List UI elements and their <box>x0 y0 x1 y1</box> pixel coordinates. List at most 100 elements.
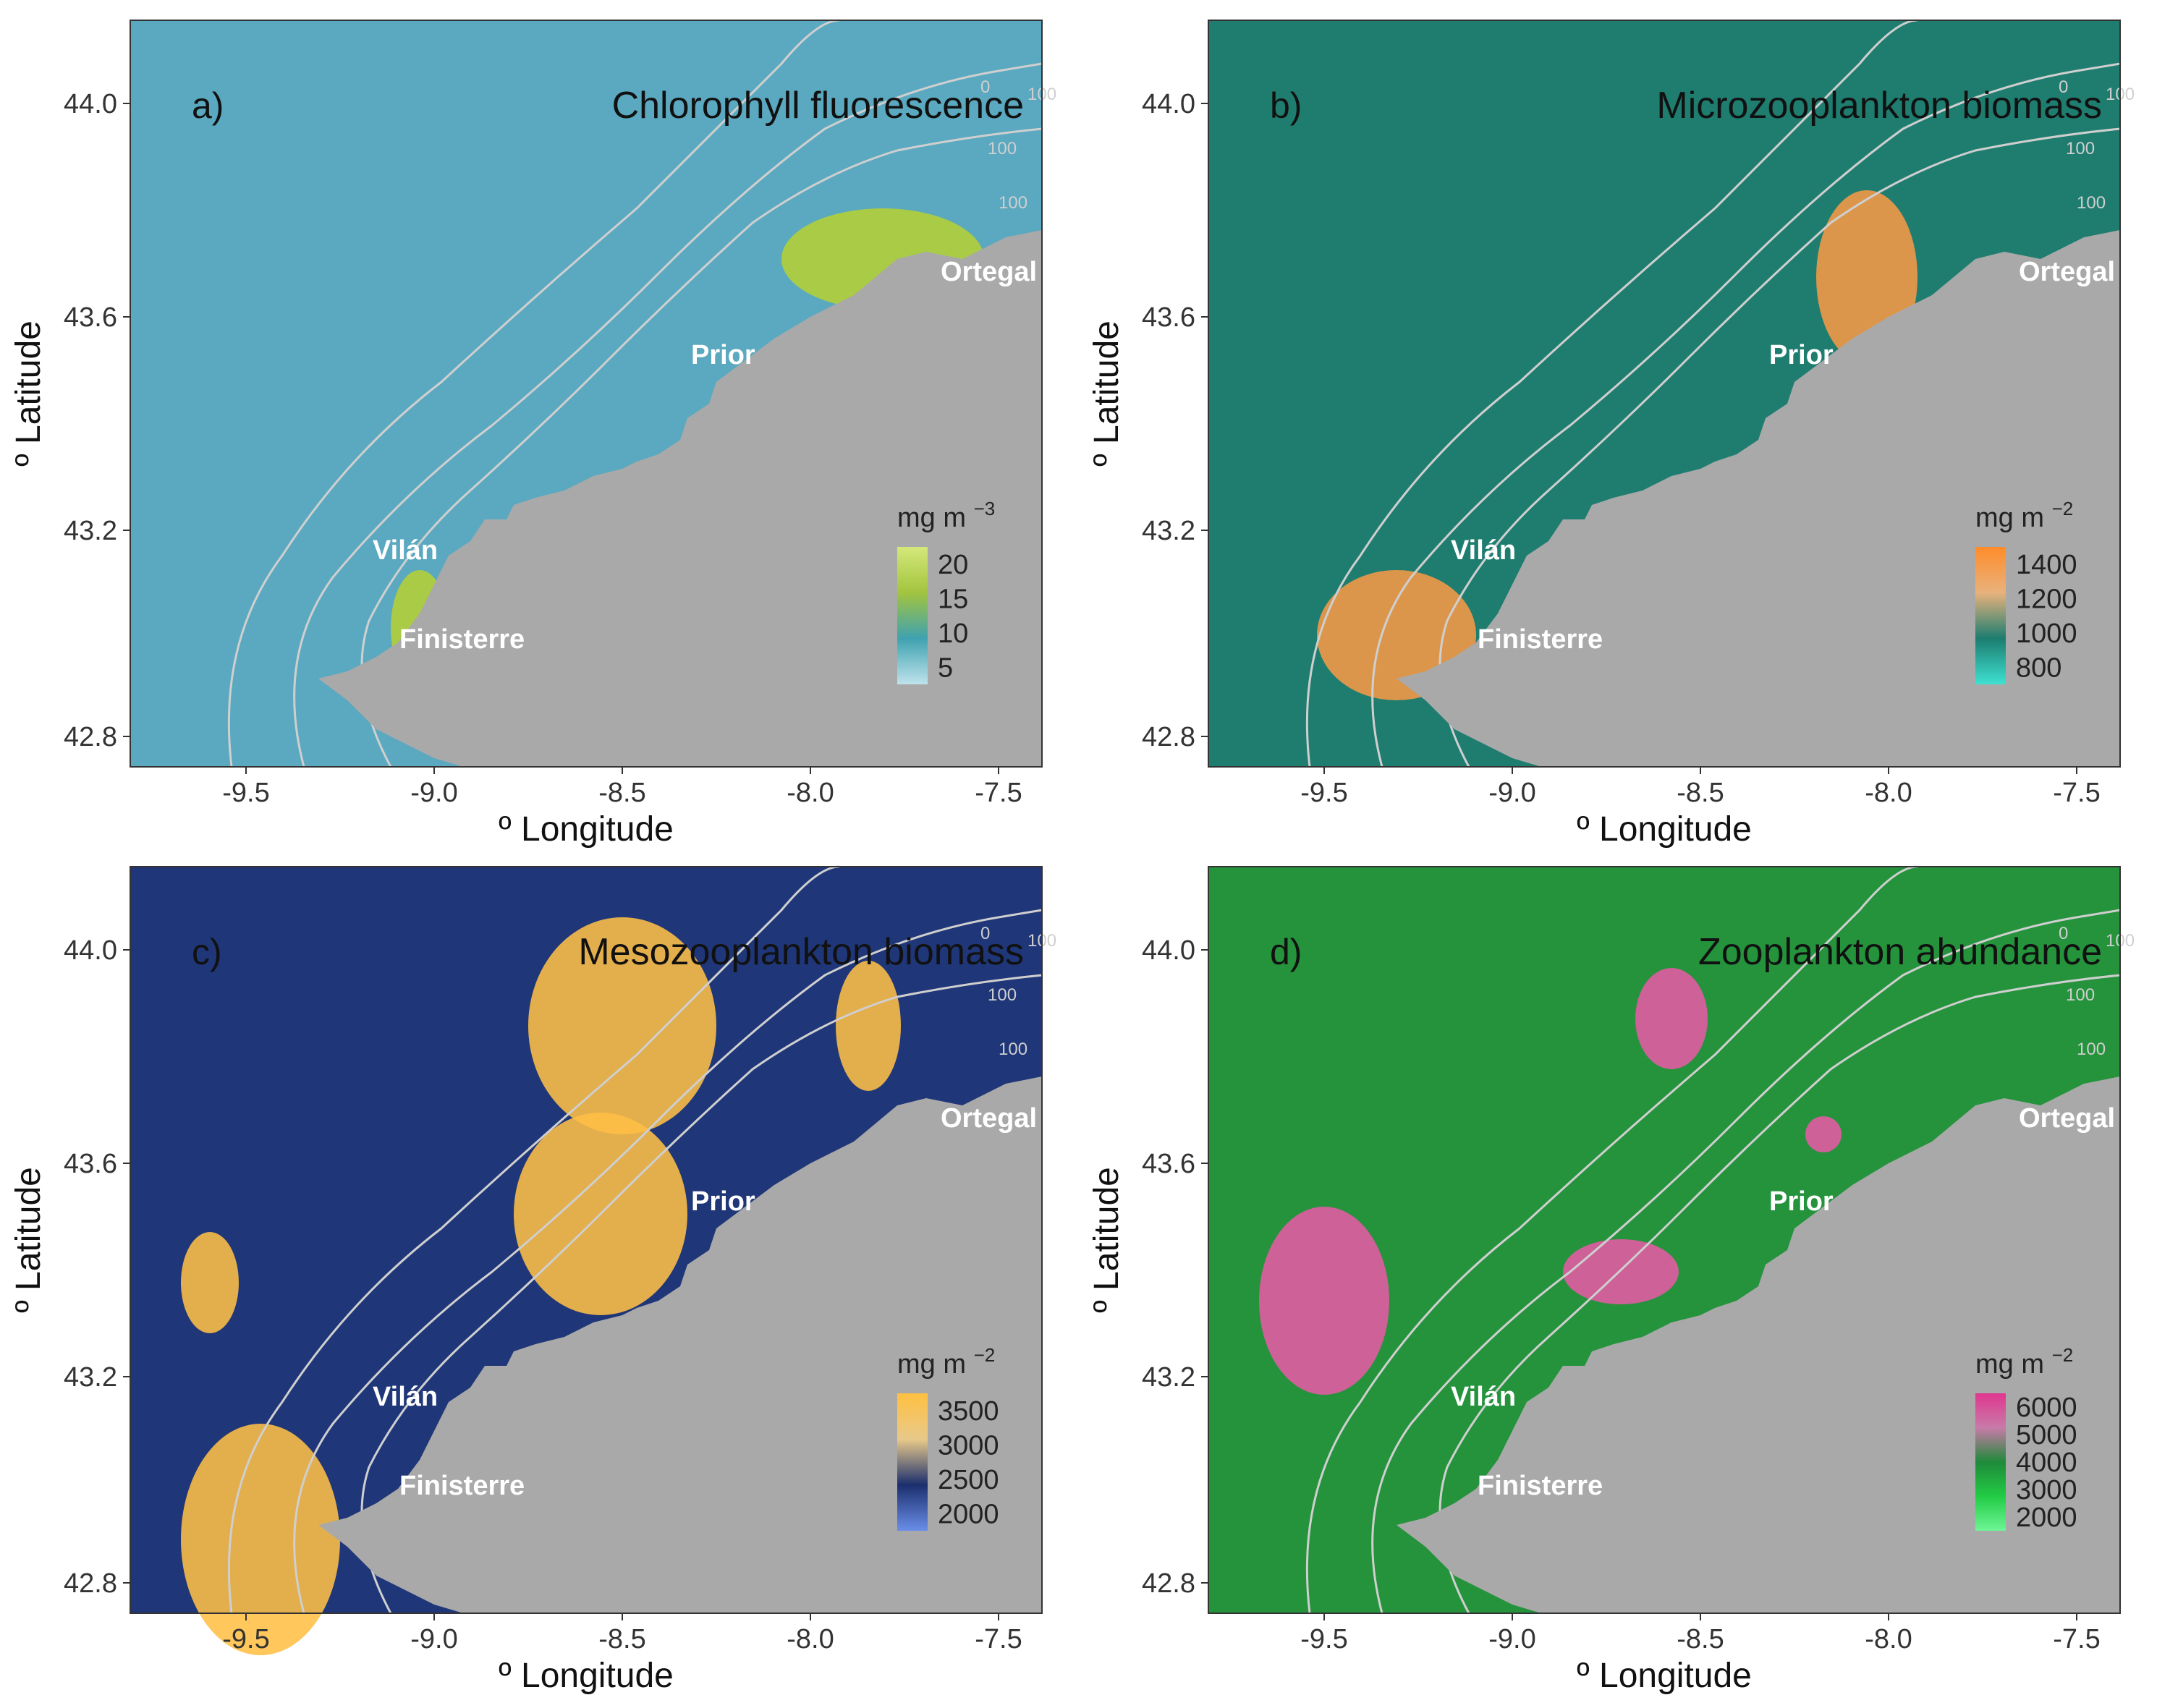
hotspot <box>1635 968 1708 1069</box>
y-axis-label: º Latitude <box>9 320 48 467</box>
place-label: Prior <box>691 1186 755 1217</box>
isobath-line <box>360 127 1043 768</box>
legend-title-exponent: −3 <box>974 498 996 519</box>
y-tick-label: 43.6 <box>1142 1149 1195 1179</box>
panel-title: Chlorophyll fluorescence <box>612 85 1024 127</box>
x-tick-label: -7.5 <box>2053 778 2100 808</box>
place-label: Vilán <box>1451 535 1516 566</box>
y-tick-label: 43.2 <box>64 516 117 546</box>
y-tick-label: 43.2 <box>1142 1362 1195 1393</box>
legend-colorbar <box>897 1393 928 1531</box>
plot-border <box>130 20 1043 768</box>
land-area <box>318 230 1042 767</box>
legend-tick: 2500 <box>938 1465 999 1495</box>
panel-title: Microzooplankton biomass <box>1656 85 2102 127</box>
legend-title-exponent: −2 <box>2052 498 2074 519</box>
place-label: Prior <box>1769 1186 1834 1217</box>
legend-tick: 800 <box>2016 653 2061 683</box>
place-label: Finisterre <box>399 624 525 655</box>
isobath-line <box>1305 865 1918 1614</box>
hotspot <box>181 1232 239 1333</box>
legend-tick: 3500 <box>938 1396 999 1427</box>
x-axis-label: º Longitude <box>1577 1657 1752 1695</box>
panel-title: Mesozooplankton biomass <box>578 931 1024 973</box>
isobath-label: 100 <box>988 139 1017 158</box>
isobath-label: 100 <box>2077 1040 2106 1059</box>
isobath-label: 0 <box>2059 77 2068 97</box>
isobath-label: 100 <box>999 1040 1027 1059</box>
isobath-line <box>1305 19 1918 768</box>
hotspot <box>1563 1239 1679 1304</box>
isobath-line <box>1438 974 2121 1614</box>
place-label: Vilán <box>1451 1382 1516 1412</box>
y-tick-label: 43.2 <box>64 1362 117 1393</box>
y-tick-label: 44.0 <box>64 935 117 966</box>
isobath-label: 0 <box>980 77 990 97</box>
y-tick-label: 43.6 <box>64 302 117 333</box>
place-label: Ortegal <box>2019 1103 2115 1134</box>
legend-tick: 6000 <box>2016 1393 2077 1423</box>
y-axis-label: º Latitude <box>1088 1167 1126 1313</box>
hotspot <box>181 1424 340 1655</box>
x-tick-label: -7.5 <box>975 778 1022 808</box>
legend-tick: 10 <box>938 619 968 649</box>
place-label: Vilán <box>373 535 438 566</box>
x-tick-label: -9.0 <box>410 1624 457 1654</box>
hotspot <box>528 917 716 1134</box>
legend-colorbar <box>1975 1393 2006 1531</box>
x-tick-label: -8.0 <box>1865 778 1912 808</box>
isobath-label: 100 <box>2066 985 2095 1005</box>
x-tick-label: -8.0 <box>787 778 834 808</box>
legend-title-exponent: −2 <box>974 1344 996 1366</box>
panel-tag: d) <box>1270 932 1302 972</box>
x-axis-label: º Longitude <box>1577 810 1752 849</box>
y-tick-label: 44.0 <box>1142 935 1195 966</box>
isobath-line <box>360 974 1043 1614</box>
y-axis-label: º Latitude <box>1088 320 1126 467</box>
y-axis-label: º Latitude <box>9 1167 48 1313</box>
x-tick-label: -9.5 <box>1300 1624 1347 1654</box>
x-tick-label: -8.5 <box>1677 1624 1724 1654</box>
legend-colorbar <box>1975 547 2006 684</box>
plot-border <box>1208 20 2121 768</box>
isobath-label: 100 <box>2077 193 2106 213</box>
isobath-label: 100 <box>999 193 1027 213</box>
y-tick-label: 42.8 <box>64 722 117 752</box>
legend-tick: 1000 <box>2016 619 2077 649</box>
panel-tag: b) <box>1270 85 1302 126</box>
hotspot <box>836 961 901 1091</box>
y-tick-label: 42.8 <box>1142 1568 1195 1599</box>
y-tick-label: 44.0 <box>64 89 117 119</box>
x-tick-label: -7.5 <box>975 1624 1022 1654</box>
y-tick-label: 42.8 <box>1142 722 1195 752</box>
isobath-label: 0 <box>980 924 990 943</box>
panel-tag: c) <box>192 932 222 972</box>
land-area <box>318 1076 1042 1613</box>
isobath-label: 0 <box>2059 924 2068 943</box>
y-tick-label: 43.6 <box>64 1149 117 1179</box>
x-tick-label: -7.5 <box>2053 1624 2100 1654</box>
x-tick-label: -8.0 <box>1865 1624 1912 1654</box>
x-axis-label: º Longitude <box>499 810 674 849</box>
x-tick-label: -9.5 <box>222 1624 269 1654</box>
legend-tick: 2000 <box>938 1499 999 1529</box>
hotspot <box>1259 1207 1389 1395</box>
legend-tick: 3000 <box>2016 1475 2077 1505</box>
hotspot <box>1805 1116 1842 1152</box>
legend-tick: 20 <box>938 550 968 580</box>
legend-tick: 5 <box>938 653 953 683</box>
x-tick-label: -8.5 <box>598 1624 645 1654</box>
place-label: Finisterre <box>1478 624 1603 655</box>
place-label: Prior <box>1769 340 1834 370</box>
y-tick-label: 44.0 <box>1142 89 1195 119</box>
x-tick-label: -9.0 <box>1488 778 1535 808</box>
x-tick-label: -8.0 <box>787 1624 834 1654</box>
x-tick-label: -8.5 <box>1677 778 1724 808</box>
isobath-line <box>1371 909 2121 1614</box>
